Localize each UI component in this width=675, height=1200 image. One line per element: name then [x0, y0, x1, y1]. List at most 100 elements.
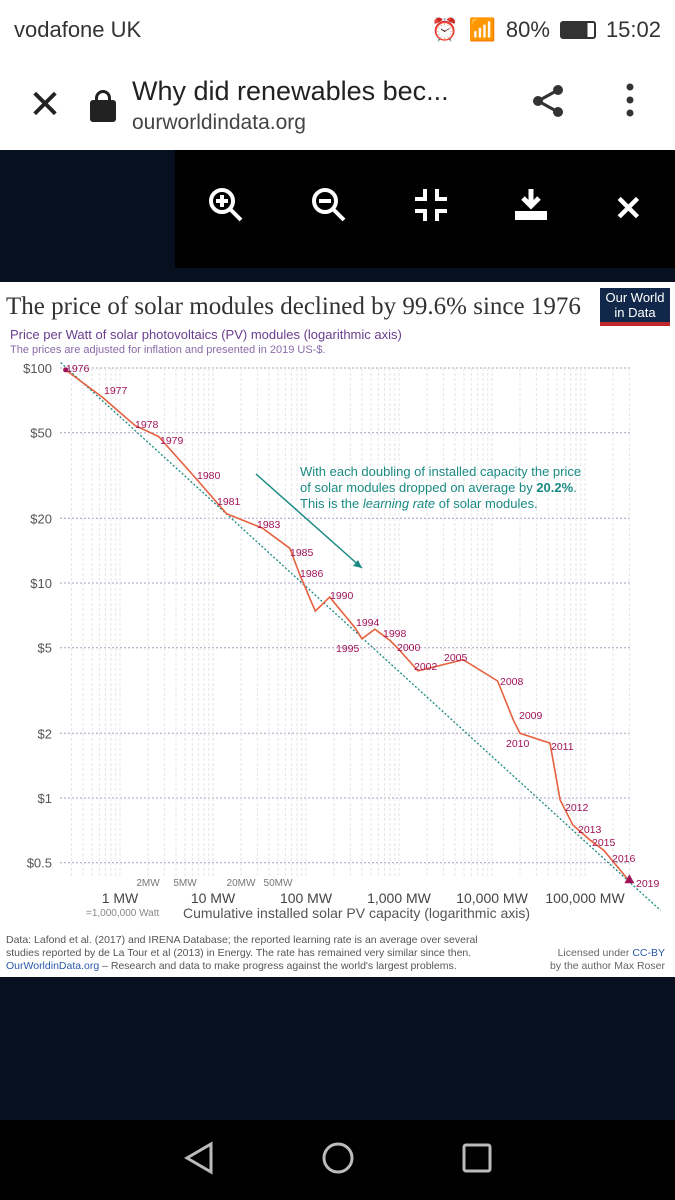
year-label: 2008 — [500, 676, 524, 688]
source-line-1: Data: Lafond et al. (2017) and IRENA Dat… — [6, 934, 478, 946]
status-bar: vodafone UK ⏰ 📶 80% 15:02 — [0, 0, 675, 60]
lock-icon — [90, 90, 116, 122]
annotation-text: This is the — [300, 496, 363, 511]
learning-rate-value: 20.2% — [536, 480, 573, 495]
license-author: by the author Max Roser — [550, 960, 665, 972]
learning-curve-line — [60, 362, 662, 911]
year-label: 1994 — [356, 617, 380, 629]
year-label: 1990 — [330, 590, 354, 602]
annotation-text: of solar modules dropped on average by — [300, 480, 536, 495]
carrier: vodafone UK — [14, 17, 142, 42]
year-label: 2010 — [506, 738, 530, 750]
back-icon[interactable] — [183, 1140, 215, 1180]
year-label: 1977 — [104, 385, 128, 397]
x-sublabel: =1,000,000 Watt — [86, 908, 160, 919]
more-options-icon[interactable] — [625, 82, 635, 126]
x-tick-label: 10 MW — [191, 890, 236, 906]
home-icon[interactable] — [321, 1141, 355, 1180]
year-label: 1983 — [257, 519, 281, 531]
x-tick-label: 10,000 MW — [456, 890, 528, 906]
chart-subtitle: Price per Watt of solar photovoltaics (P… — [10, 327, 402, 342]
y-tick-label: $1 — [38, 791, 52, 806]
owid-logo — [600, 288, 670, 322]
end-point-marker — [624, 874, 635, 884]
year-label: 1986 — [300, 568, 324, 580]
annotation-arrow — [255, 473, 363, 569]
annotation-line-2: of solar modules dropped on average by 2… — [300, 480, 577, 495]
year-label: 2009 — [519, 710, 543, 722]
x-tick-label: 100,000 MW — [545, 890, 625, 906]
download-icon[interactable] — [513, 187, 549, 232]
annotation-line-3: This is the learning rate of solar modul… — [300, 496, 538, 511]
year-label: 1976 — [66, 363, 90, 375]
page-url[interactable]: ourworldindata.org — [132, 110, 306, 134]
source-line-2: studies reported by de La Tour et al (20… — [6, 947, 472, 959]
owid-link[interactable]: OurWorldinData.org — [6, 960, 100, 972]
x-minor-tick-label: 2MW — [136, 878, 160, 889]
year-label: 1978 — [135, 419, 159, 431]
owid-logo-text-2: in Data — [614, 305, 656, 320]
zoom-in-icon[interactable] — [207, 186, 245, 233]
year-label: 1980 — [197, 470, 221, 482]
cc-by-link[interactable]: CC-BY — [632, 947, 665, 959]
close-tab-button[interactable]: ✕ — [28, 83, 62, 127]
fit-screen-icon[interactable] — [413, 187, 449, 232]
image-viewer-toolbar: ✕ — [175, 150, 675, 268]
year-label: 1985 — [290, 547, 314, 559]
x-tick-label: 100 MW — [280, 890, 333, 906]
license-text: Licensed under — [557, 947, 633, 959]
x-minor-tick-label: 20MW — [227, 878, 256, 889]
x-minor-tick-label: 5MW — [173, 878, 197, 889]
battery-text: 80% — [505, 17, 550, 42]
source-line-3: – Research and data to make progress aga… — [99, 960, 457, 972]
zoom-out-icon[interactable] — [310, 186, 348, 233]
time: 15:02 — [605, 17, 661, 42]
annotation: With each doubling of installed capacity… — [300, 464, 581, 511]
chart-image[interactable]: The price of solar modules declined by 9… — [0, 282, 675, 977]
year-label: 1981 — [217, 496, 241, 508]
y-tick-label: $5 — [38, 641, 52, 656]
year-label: 2016 — [612, 853, 636, 865]
year-label: 1979 — [160, 435, 184, 447]
annotation-italic: learning rate — [363, 496, 435, 511]
year-label: 2002 — [414, 661, 438, 673]
share-icon[interactable] — [530, 83, 566, 127]
close-icon[interactable]: ✕ — [614, 190, 643, 228]
year-label: 2011 — [551, 741, 574, 753]
chart-title: The price of solar modules declined by 9… — [6, 293, 581, 320]
chart-note: The prices are adjusted for inflation an… — [10, 344, 326, 356]
price-series-line — [65, 369, 631, 882]
y-tick-label: $10 — [30, 576, 52, 591]
x-minor-tick-label: 50MW — [264, 878, 293, 889]
x-tick-label: 1 MW — [102, 890, 139, 906]
annotation-text: of solar modules. — [435, 496, 538, 511]
page-title: Why did renewables bec... — [132, 75, 449, 106]
arrow-head — [353, 560, 362, 568]
alarm-icon: ⏰ — [431, 17, 459, 42]
year-label: 2015 — [592, 837, 616, 849]
battery-icon — [559, 21, 596, 39]
x-tick-label: 1,000 MW — [367, 890, 432, 906]
y-tick-label: $2 — [38, 726, 52, 741]
year-label: 2005 — [444, 652, 468, 664]
recents-icon[interactable] — [462, 1143, 492, 1178]
x-axis-label: Cumulative installed solar PV capacity (… — [183, 905, 530, 921]
year-label: 1995 — [336, 643, 360, 655]
y-tick-label: $100 — [23, 361, 52, 376]
source-notes: Data: Lafond et al. (2017) and IRENA Dat… — [6, 934, 546, 973]
browser-bar: ✕ Why did renewables bec... ourworldinda… — [0, 60, 675, 150]
year-label: 2012 — [565, 802, 589, 814]
y-tick-label: $0.5 — [27, 856, 52, 871]
owid-logo-text: Our World — [606, 290, 665, 305]
year-label: 2000 — [397, 642, 421, 654]
year-label: 2013 — [578, 824, 602, 836]
android-nav-bar — [0, 1120, 675, 1200]
wifi-icon: 📶 — [468, 17, 496, 42]
annotation-line-1: With each doubling of installed capacity… — [300, 464, 581, 479]
y-tick-label: $50 — [30, 426, 52, 441]
y-tick-label: $20 — [30, 511, 52, 526]
year-label: 1998 — [383, 628, 407, 640]
year-label: 2019 — [636, 878, 660, 890]
start-point-marker — [63, 367, 69, 373]
license: Licensed under CC-BY by the author Max R… — [550, 947, 665, 973]
